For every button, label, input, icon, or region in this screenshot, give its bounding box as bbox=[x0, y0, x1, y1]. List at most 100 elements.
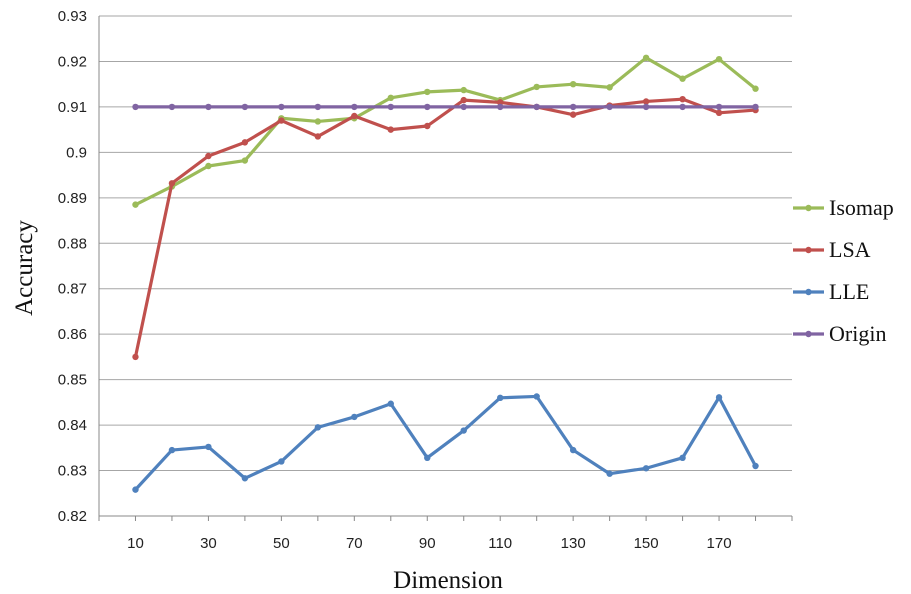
x-axis-title: Dimension bbox=[393, 567, 503, 594]
data-point-lsa bbox=[314, 133, 322, 140]
data-point-origin bbox=[606, 103, 613, 111]
data-point-origin bbox=[387, 103, 394, 111]
x-tick-labels: 10 30 50 70 90 110 130 150 170 bbox=[127, 535, 731, 552]
data-point-lsa bbox=[497, 99, 504, 106]
y-tick-label: 0.88 bbox=[58, 235, 87, 252]
x-tick-label: 90 bbox=[419, 535, 436, 552]
data-point-isomap bbox=[569, 80, 577, 88]
x-tick-label: 130 bbox=[561, 535, 586, 552]
data-point-origin bbox=[533, 103, 540, 111]
legend-marker-isomap bbox=[805, 204, 812, 212]
series-line-lle bbox=[134, 394, 757, 491]
data-point-lsa bbox=[132, 353, 139, 361]
data-point-lsa bbox=[241, 139, 249, 146]
data-point-lle bbox=[752, 462, 759, 470]
data-point-origin bbox=[497, 103, 504, 111]
x-tick-label: 170 bbox=[707, 535, 732, 552]
data-point-origin bbox=[351, 103, 358, 111]
legend-label-origin: Origin bbox=[829, 321, 886, 346]
data-point-origin bbox=[460, 103, 467, 111]
y-tick-label: 0.92 bbox=[58, 53, 87, 70]
data-point-lsa bbox=[715, 109, 723, 117]
y-tick-label: 0.85 bbox=[58, 372, 87, 389]
data-point-lsa bbox=[205, 152, 212, 160]
data-point-isomap bbox=[132, 201, 139, 208]
data-point-origin bbox=[642, 103, 650, 111]
y-tick-label: 0.89 bbox=[58, 190, 87, 207]
data-point-lle bbox=[460, 427, 467, 434]
data-point-isomap bbox=[642, 54, 650, 62]
data-point-lle bbox=[533, 393, 540, 400]
data-point-lle bbox=[569, 446, 577, 454]
legend-marker-origin bbox=[805, 330, 812, 338]
data-point-origin bbox=[679, 103, 686, 111]
data-point-isomap bbox=[241, 157, 249, 164]
data-point-isomap bbox=[314, 118, 322, 125]
x-tick-label: 150 bbox=[634, 535, 659, 552]
data-point-isomap bbox=[752, 85, 759, 92]
y-tick-label: 0.86 bbox=[58, 326, 87, 343]
y-axis-title: Accuracy bbox=[11, 220, 38, 316]
data-point-lle bbox=[679, 454, 686, 462]
data-point-lle bbox=[424, 454, 431, 462]
y-tick-label: 0.91 bbox=[58, 99, 87, 116]
y-tick-label: 0.93 bbox=[58, 8, 87, 25]
data-point-lle bbox=[205, 443, 212, 451]
data-point-isomap bbox=[387, 94, 394, 102]
y-tick-label: 0.84 bbox=[58, 417, 87, 434]
data-point-lsa bbox=[460, 96, 467, 104]
data-point-lle bbox=[642, 465, 650, 472]
data-point-lsa bbox=[387, 126, 394, 133]
data-point-lle bbox=[387, 400, 394, 407]
data-point-lle bbox=[314, 424, 322, 431]
x-tick-label: 30 bbox=[200, 535, 217, 552]
axes bbox=[98, 16, 793, 521]
data-point-lsa bbox=[168, 180, 176, 187]
data-point-origin bbox=[715, 103, 723, 111]
y-tick-label: 0.9 bbox=[66, 144, 87, 161]
data-point-origin bbox=[241, 103, 249, 111]
data-point-lsa bbox=[679, 95, 686, 103]
data-point-origin bbox=[569, 103, 577, 111]
x-tick-label: 50 bbox=[273, 535, 290, 552]
data-point-origin bbox=[424, 103, 431, 111]
data-point-origin bbox=[205, 103, 212, 111]
data-point-lsa bbox=[569, 111, 577, 118]
legend-label-isomap: Isomap bbox=[829, 195, 894, 220]
series-group bbox=[132, 54, 759, 493]
legend: Isomap LSA LLE Origin bbox=[793, 195, 894, 346]
series-line-lsa bbox=[133, 97, 756, 358]
data-point-lle bbox=[241, 475, 249, 482]
data-point-isomap bbox=[205, 162, 212, 170]
data-point-origin bbox=[278, 103, 285, 111]
series-line-isomap bbox=[134, 56, 757, 207]
data-point-lsa bbox=[351, 112, 358, 120]
data-point-lsa bbox=[642, 98, 650, 105]
legend-label-lle: LLE bbox=[829, 279, 869, 304]
data-point-isomap bbox=[606, 84, 613, 91]
data-point-isomap bbox=[460, 86, 467, 94]
x-tick-label: 70 bbox=[346, 535, 363, 552]
data-point-origin bbox=[132, 103, 139, 111]
x-tick-label: 110 bbox=[488, 535, 512, 552]
data-point-isomap bbox=[424, 88, 431, 96]
data-point-origin bbox=[752, 103, 759, 111]
data-point-lle bbox=[497, 394, 504, 402]
y-tick-labels: 0.82 0.83 0.84 0.85 0.86 0.87 0.88 0.89 0.9 0.91 0… bbox=[58, 8, 87, 525]
data-point-lle bbox=[168, 446, 176, 454]
data-point-origin bbox=[314, 103, 322, 111]
legend-label-lsa: LSA bbox=[829, 237, 871, 262]
data-point-lle bbox=[715, 394, 723, 401]
data-point-lle bbox=[606, 470, 613, 477]
data-point-isomap bbox=[715, 55, 723, 63]
x-tick-label: 10 bbox=[127, 535, 144, 552]
data-point-isomap bbox=[679, 75, 686, 82]
legend-marker-lle bbox=[805, 288, 812, 296]
data-point-lsa bbox=[424, 122, 431, 130]
data-point-isomap bbox=[533, 83, 540, 91]
data-point-lle bbox=[278, 458, 285, 465]
y-tick-label: 0.82 bbox=[58, 508, 87, 525]
y-tick-label: 0.83 bbox=[58, 463, 87, 480]
legend-marker-lsa bbox=[805, 246, 812, 254]
